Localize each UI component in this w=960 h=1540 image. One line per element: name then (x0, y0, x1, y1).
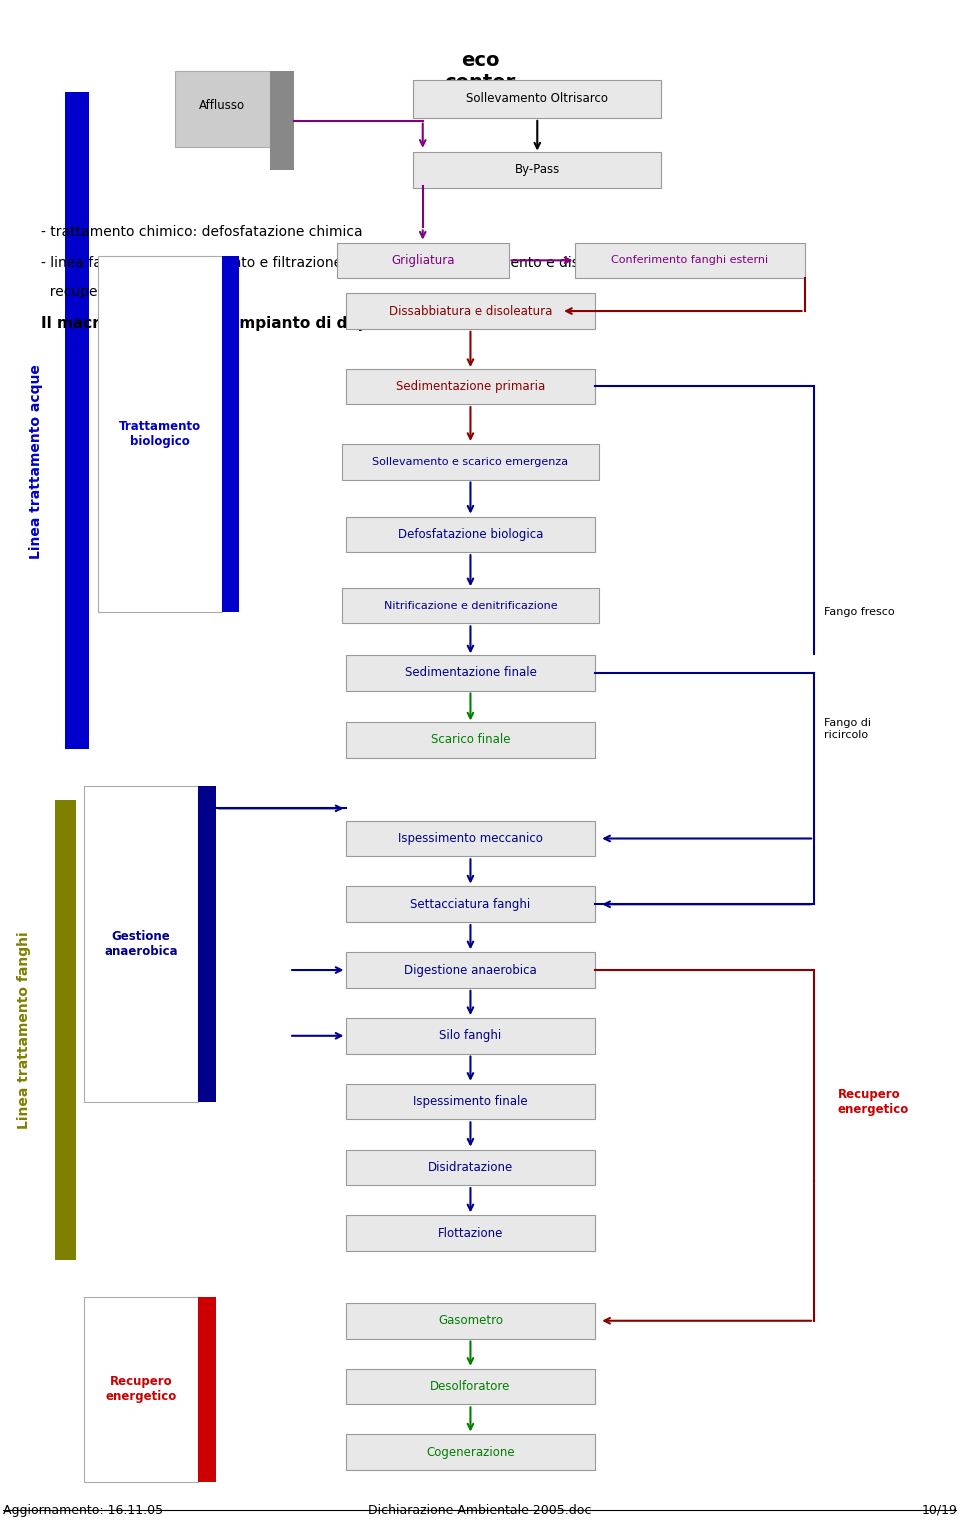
Text: Fango di
ricircolo: Fango di ricircolo (824, 718, 871, 739)
FancyBboxPatch shape (413, 80, 661, 119)
FancyBboxPatch shape (199, 1298, 216, 1483)
Text: Il macro processo dell’impianto di depurazione di Bolzano: Il macro processo dell’impianto di depur… (41, 316, 537, 331)
Text: By-Pass: By-Pass (515, 163, 560, 177)
Text: Recupero
energetico: Recupero energetico (838, 1087, 909, 1115)
Text: Recupero
energetico: Recupero energetico (106, 1375, 177, 1403)
Text: Desolforatore: Desolforatore (430, 1380, 511, 1394)
FancyBboxPatch shape (347, 821, 594, 856)
Text: eco
center: eco center (444, 51, 516, 92)
FancyBboxPatch shape (347, 887, 594, 922)
FancyBboxPatch shape (175, 71, 270, 146)
FancyBboxPatch shape (575, 242, 804, 279)
Text: Silo fanghi: Silo fanghi (440, 1029, 501, 1043)
Text: Sedimentazione primaria: Sedimentazione primaria (396, 380, 545, 393)
FancyBboxPatch shape (347, 952, 594, 987)
FancyBboxPatch shape (347, 1084, 594, 1120)
Text: Ispessimento finale: Ispessimento finale (413, 1095, 528, 1109)
FancyBboxPatch shape (84, 1298, 199, 1483)
FancyBboxPatch shape (347, 516, 594, 553)
Text: 10/19: 10/19 (922, 1503, 957, 1517)
Text: Fango fresco: Fango fresco (824, 607, 894, 618)
Text: Sollevamento e scarico emergenza: Sollevamento e scarico emergenza (372, 457, 568, 467)
Text: Nitrificazione e denitrificazione: Nitrificazione e denitrificazione (384, 601, 557, 610)
FancyBboxPatch shape (342, 444, 599, 479)
FancyBboxPatch shape (347, 293, 594, 330)
Text: Sollevamento Oltrisarco: Sollevamento Oltrisarco (467, 92, 609, 105)
FancyBboxPatch shape (270, 71, 294, 169)
Text: Dissabbiatura e disoleatura: Dissabbiatura e disoleatura (389, 305, 552, 317)
Text: Grigliatura: Grigliatura (391, 254, 454, 266)
Text: Gestione
anaerobica: Gestione anaerobica (105, 930, 178, 958)
Text: Cogenerazione: Cogenerazione (426, 1446, 515, 1458)
FancyBboxPatch shape (65, 92, 88, 750)
FancyBboxPatch shape (347, 1149, 594, 1186)
Text: Trattamento
biologico: Trattamento biologico (119, 420, 202, 448)
Text: Digestione anaerobica: Digestione anaerobica (404, 964, 537, 976)
FancyBboxPatch shape (347, 654, 594, 690)
Text: recupero energetico.: recupero energetico. (41, 285, 194, 299)
Text: Flottazione: Flottazione (438, 1226, 503, 1240)
FancyBboxPatch shape (347, 1303, 594, 1338)
FancyBboxPatch shape (84, 787, 199, 1101)
FancyBboxPatch shape (56, 801, 76, 1260)
Text: Settacciatura fanghi: Settacciatura fanghi (410, 898, 531, 910)
Text: Sedimentazione finale: Sedimentazione finale (404, 667, 537, 679)
Text: Aggiornamento: 16.11.05: Aggiornamento: 16.11.05 (3, 1503, 163, 1517)
Text: Linea trattamento fanghi: Linea trattamento fanghi (16, 932, 31, 1129)
Text: Ispessimento meccanico: Ispessimento meccanico (398, 832, 543, 845)
Text: Defosfatazione biologica: Defosfatazione biologica (397, 528, 543, 541)
Text: - linea fanghi: preispessimento e filtrazione, digestori, postispessimento e dis: - linea fanghi: preispessimento e filtra… (41, 256, 661, 270)
Text: Dichiarazione Ambientale 2005.doc: Dichiarazione Ambientale 2005.doc (369, 1503, 591, 1517)
Text: Scarico finale: Scarico finale (431, 733, 510, 747)
FancyBboxPatch shape (347, 722, 594, 758)
FancyBboxPatch shape (337, 242, 509, 279)
FancyBboxPatch shape (347, 1215, 594, 1250)
Text: Linea trattamento acque: Linea trattamento acque (29, 365, 43, 559)
Text: Afflusso: Afflusso (200, 99, 246, 112)
FancyBboxPatch shape (347, 1018, 594, 1053)
FancyBboxPatch shape (347, 1434, 594, 1471)
Text: Conferimento fanghi esterni: Conferimento fanghi esterni (612, 256, 769, 265)
Text: Disidratazione: Disidratazione (428, 1161, 513, 1173)
FancyBboxPatch shape (347, 368, 594, 403)
Text: Gasometro: Gasometro (438, 1314, 503, 1327)
FancyBboxPatch shape (347, 1369, 594, 1404)
FancyBboxPatch shape (342, 588, 599, 624)
FancyBboxPatch shape (413, 152, 661, 188)
FancyBboxPatch shape (199, 787, 216, 1101)
Text: - trattamento chimico: defosfatazione chimica: - trattamento chimico: defosfatazione ch… (41, 225, 363, 239)
FancyBboxPatch shape (223, 256, 239, 613)
FancyBboxPatch shape (98, 256, 223, 613)
